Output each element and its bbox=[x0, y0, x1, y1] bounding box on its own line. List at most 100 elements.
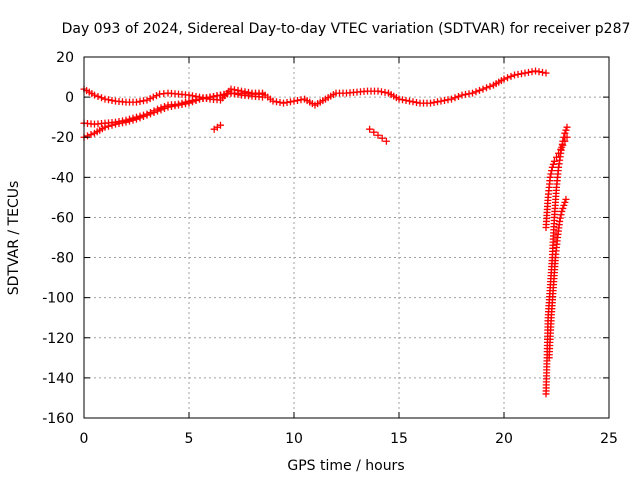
data-point-fill bbox=[486, 82, 494, 90]
data-point-fill bbox=[444, 96, 452, 104]
data-point bbox=[556, 217, 564, 225]
data-point bbox=[259, 90, 266, 98]
data-point-fill bbox=[168, 102, 175, 110]
data-point bbox=[206, 93, 214, 101]
y-tick-label: -100 bbox=[42, 291, 74, 307]
y-tick-label: -20 bbox=[51, 130, 74, 146]
data-point bbox=[559, 141, 567, 149]
y-tick-label: -120 bbox=[42, 331, 74, 347]
data-point-fill bbox=[539, 68, 546, 76]
data-point-fill bbox=[548, 167, 556, 175]
series-trace-segment-a bbox=[210, 121, 224, 133]
data-point bbox=[500, 75, 508, 83]
data-point-fill bbox=[115, 120, 123, 128]
data-point bbox=[366, 125, 374, 133]
data-point-fill bbox=[146, 95, 154, 103]
data-point bbox=[562, 195, 570, 203]
data-point-fill bbox=[199, 94, 207, 102]
data-point-fill bbox=[189, 98, 196, 106]
data-point bbox=[448, 95, 455, 103]
data-point bbox=[437, 97, 445, 105]
data-point-fill bbox=[465, 90, 473, 98]
data-point bbox=[164, 103, 172, 111]
data-point-fill bbox=[94, 92, 102, 100]
data-point-fill bbox=[273, 98, 280, 106]
data-point bbox=[370, 128, 378, 136]
y-axis-label: SDTVAR / TECUs bbox=[6, 181, 22, 296]
data-point-fill bbox=[126, 117, 133, 125]
data-point bbox=[175, 101, 182, 109]
data-point-fill bbox=[525, 68, 532, 76]
data-point bbox=[557, 145, 565, 153]
data-point bbox=[374, 87, 382, 95]
data-point bbox=[469, 89, 476, 97]
data-point bbox=[479, 85, 487, 93]
data-point-fill bbox=[108, 96, 116, 104]
data-point bbox=[149, 93, 157, 101]
data-point bbox=[563, 123, 571, 131]
data-point-fill bbox=[514, 70, 522, 78]
data-point-fill bbox=[413, 98, 420, 106]
data-point bbox=[532, 67, 539, 75]
series-trace-dip-2 bbox=[542, 133, 571, 231]
data-point-fill bbox=[297, 96, 305, 104]
data-point-fill bbox=[178, 100, 186, 108]
data-point bbox=[555, 149, 563, 157]
data-point-fill bbox=[224, 90, 231, 98]
data-point-fill bbox=[476, 86, 483, 94]
data-point bbox=[133, 115, 140, 123]
data-point-fill bbox=[140, 112, 147, 120]
x-tick-label: 15 bbox=[390, 431, 408, 447]
data-point-fill bbox=[140, 97, 147, 105]
x-tick-label: 5 bbox=[185, 431, 194, 447]
plot-frame bbox=[83, 56, 610, 419]
grid bbox=[84, 57, 609, 418]
data-point-fill bbox=[507, 72, 515, 80]
data-point-fill bbox=[472, 88, 480, 96]
data-point bbox=[143, 111, 151, 119]
data-point bbox=[112, 120, 119, 128]
x-tick-label: 0 bbox=[80, 431, 89, 447]
data-point bbox=[217, 91, 224, 99]
y-tick-label: -160 bbox=[42, 411, 74, 427]
data-point-fill bbox=[399, 96, 406, 104]
data-point-fill bbox=[378, 88, 385, 96]
y-tick-label: 0 bbox=[65, 90, 74, 106]
data-point bbox=[133, 98, 140, 106]
data-point-fill bbox=[213, 92, 221, 100]
data-point bbox=[511, 71, 518, 79]
data-point-fill bbox=[294, 96, 301, 104]
data-point-fill bbox=[105, 96, 112, 104]
data-point bbox=[280, 99, 287, 107]
data-point-fill bbox=[150, 108, 158, 116]
data-point-fill bbox=[105, 122, 112, 130]
data-point-fill bbox=[547, 170, 555, 178]
data-point-fill bbox=[483, 84, 490, 92]
data-point-fill bbox=[462, 90, 469, 98]
data-point bbox=[269, 97, 277, 105]
y-tick-label: -80 bbox=[51, 251, 74, 267]
data-point bbox=[560, 201, 568, 209]
data-point-fill bbox=[157, 106, 165, 114]
data-point-fill bbox=[119, 119, 126, 127]
x-axis-label: GPS time / hours bbox=[287, 458, 404, 474]
data-point-fill bbox=[136, 97, 144, 105]
data-point bbox=[558, 207, 566, 215]
y-tick-label: 20 bbox=[56, 50, 74, 66]
data-point bbox=[550, 157, 558, 165]
data-point bbox=[427, 99, 434, 107]
data-point bbox=[561, 129, 569, 137]
data-point bbox=[154, 107, 161, 115]
data-point-fill bbox=[561, 198, 569, 206]
data-point-fill bbox=[283, 98, 291, 106]
data-point-fill bbox=[171, 102, 179, 110]
data-point bbox=[196, 95, 203, 103]
data-point-fill bbox=[402, 96, 410, 104]
data-point bbox=[122, 118, 130, 126]
data-point bbox=[91, 91, 98, 99]
data-point-fill bbox=[528, 68, 536, 76]
data-point-fill bbox=[381, 88, 389, 96]
data-point-fill bbox=[276, 98, 284, 106]
data-point-fill bbox=[557, 211, 565, 219]
